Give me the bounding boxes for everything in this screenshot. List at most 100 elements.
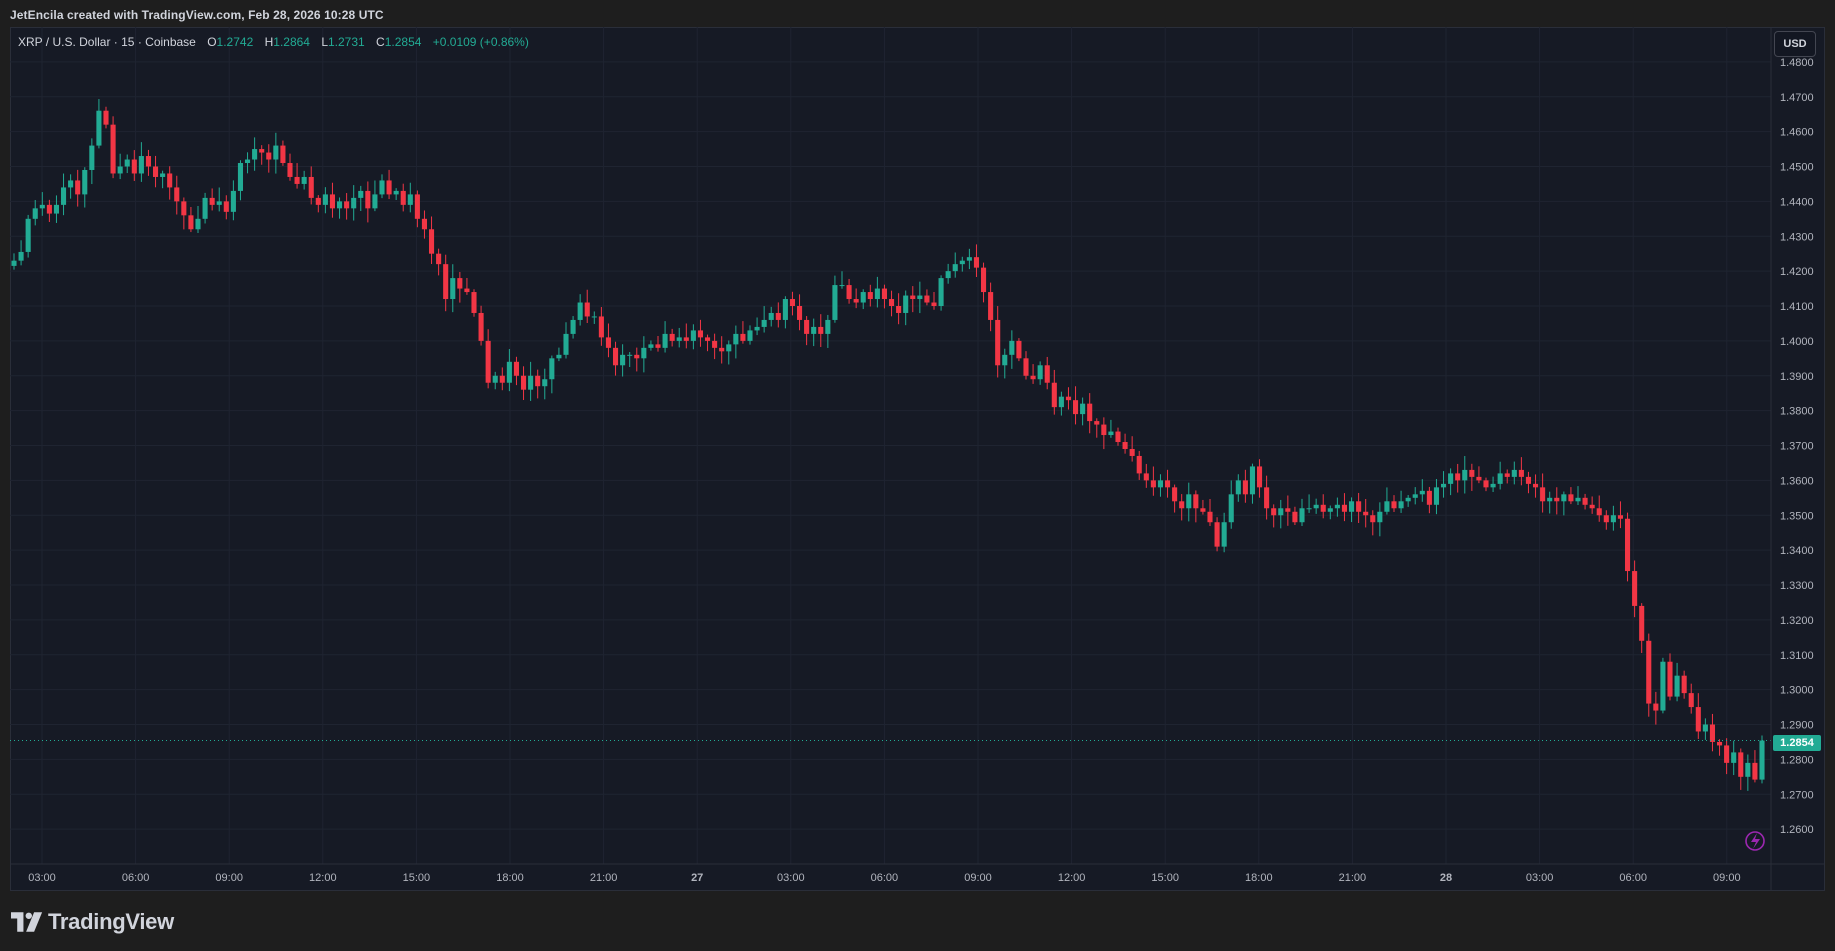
- candle: [1448, 468, 1454, 496]
- candle: [46, 199, 52, 223]
- candle: [1738, 748, 1744, 790]
- candle: [598, 307, 604, 346]
- candle: [1759, 735, 1765, 784]
- candle: [1405, 495, 1411, 507]
- candle: [209, 188, 215, 211]
- candle: [1221, 512, 1227, 553]
- candle: [690, 324, 696, 350]
- candle: [782, 296, 788, 329]
- candle: [237, 160, 244, 201]
- candle: [839, 271, 845, 289]
- candle: [1044, 356, 1050, 390]
- chart-panel[interactable]: [10, 27, 1825, 891]
- candle: [605, 323, 612, 358]
- candle: [775, 302, 781, 328]
- y-tick-label: 1.3000: [1780, 685, 1814, 697]
- candle: [1674, 662, 1680, 702]
- candle: [414, 190, 420, 228]
- candle: [436, 248, 442, 276]
- candle: [754, 317, 760, 336]
- candle: [308, 166, 314, 205]
- candle: [1483, 477, 1489, 492]
- candle: [181, 197, 187, 230]
- candle: [1497, 461, 1503, 490]
- candle: [1292, 506, 1298, 526]
- candle: [570, 316, 576, 339]
- candle: [789, 291, 796, 316]
- candle: [846, 278, 852, 304]
- candle: [683, 323, 689, 349]
- candle: [421, 210, 428, 239]
- candle: [1391, 495, 1397, 513]
- candle: [528, 361, 534, 401]
- x-tick-label: 06:00: [122, 872, 150, 884]
- candle: [910, 286, 916, 313]
- candle: [1646, 633, 1652, 717]
- candle: [294, 163, 300, 189]
- candle: [1639, 603, 1645, 653]
- candle: [273, 132, 279, 174]
- candle: [266, 144, 272, 173]
- candle: [888, 290, 895, 317]
- candle: [796, 294, 803, 331]
- candle: [1356, 492, 1362, 524]
- y-tick-label: 1.3300: [1780, 580, 1814, 592]
- y-tick-label: 1.3700: [1780, 441, 1814, 453]
- candle: [1249, 463, 1256, 504]
- currency-button[interactable]: USD: [1774, 31, 1816, 57]
- candle: [938, 275, 944, 311]
- candle: [1164, 469, 1171, 498]
- candle: [980, 262, 987, 303]
- candle: [138, 142, 144, 182]
- candle: [1561, 491, 1567, 516]
- x-tick-label: 18:00: [1245, 872, 1273, 884]
- candle: [1419, 479, 1425, 502]
- symbol-legend[interactable]: XRP / U.S. Dollar · 15 · Coinbase O1.274…: [18, 35, 529, 49]
- candle: [386, 169, 392, 200]
- candle: [648, 340, 654, 351]
- candle: [244, 152, 251, 174]
- candles: [11, 99, 1765, 791]
- flash-icon[interactable]: [1745, 831, 1765, 851]
- candle: [60, 173, 67, 216]
- chart-credit: JetEncila created with TradingView.com, …: [10, 8, 384, 22]
- candle: [542, 368, 548, 400]
- candle: [726, 340, 732, 365]
- candle: [1172, 484, 1178, 513]
- open-value: 1.2742: [216, 35, 254, 49]
- candle: [556, 347, 562, 362]
- candle: [662, 321, 668, 353]
- candle: [549, 355, 555, 394]
- candle: [117, 153, 123, 180]
- candle: [188, 206, 194, 233]
- x-tick-label: 15:00: [1151, 872, 1179, 884]
- y-tick-label: 1.4100: [1780, 301, 1814, 313]
- candle: [1384, 487, 1390, 515]
- candle: [620, 344, 626, 377]
- candle: [1490, 476, 1496, 493]
- candlestick-chart[interactable]: 1.2600 1.2700 1.2800 1.2900 1.3000 1.3100 1.32…: [10, 27, 1825, 891]
- candle: [1568, 487, 1574, 505]
- candle: [1511, 461, 1517, 485]
- x-tick-label: 09:00: [964, 872, 992, 884]
- candle: [1058, 391, 1064, 416]
- high-label: H: [264, 35, 274, 49]
- candle: [1532, 474, 1539, 498]
- candle: [945, 263, 951, 284]
- y-tick-label: 1.4400: [1780, 196, 1814, 208]
- candle: [287, 153, 293, 181]
- y-tick-label: 1.3100: [1780, 650, 1814, 662]
- symbol-title[interactable]: XRP / U.S. Dollar · 15 · Coinbase: [18, 35, 196, 49]
- candle: [174, 175, 180, 215]
- candle: [867, 284, 873, 307]
- candle: [804, 316, 810, 346]
- candle: [301, 170, 307, 190]
- y-tick-label: 1.4500: [1780, 162, 1814, 174]
- tradingview-logo: TradingView: [11, 908, 174, 936]
- candle: [1129, 436, 1135, 462]
- y-tick-label: 1.3400: [1780, 545, 1814, 557]
- candle: [400, 183, 406, 212]
- candle: [457, 271, 463, 303]
- candle: [733, 325, 739, 359]
- x-tick-label: 21:00: [590, 872, 618, 884]
